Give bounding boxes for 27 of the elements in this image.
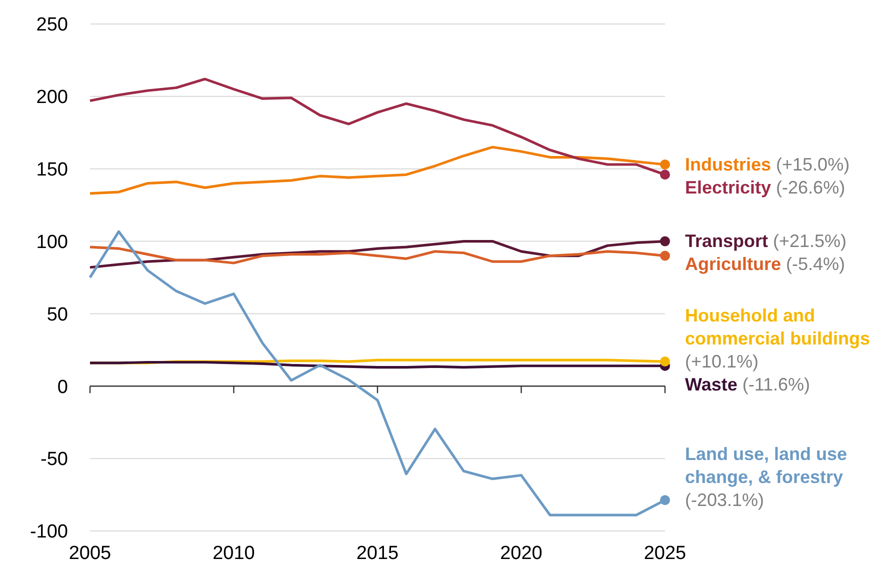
text: Land use, land use change, & forestry	[685, 444, 848, 487]
text: (-26.6%)	[771, 177, 846, 198]
x-tick-label: 2005	[68, 543, 112, 564]
y-tick-label: 50	[46, 304, 68, 326]
y-tick-label: -100	[30, 522, 68, 543]
text: (-5.4%)	[781, 254, 846, 274]
y-tick-label: -50	[40, 449, 68, 470]
text: (+15.0%)	[771, 154, 850, 174]
y-tick-label: 250	[36, 14, 68, 36]
x-tick-label: 2010	[212, 543, 255, 564]
x-tick-label: 2020	[500, 543, 542, 564]
y-tick-label: 150	[36, 160, 68, 181]
series-label: Waste	[685, 374, 738, 394]
text: (-203.1%)	[685, 490, 764, 510]
x-tick-label: 2025	[644, 543, 686, 564]
series-label: Agriculture	[685, 254, 782, 274]
series-label: Household and commercial buildings	[685, 305, 870, 348]
series-label: Electricity	[685, 177, 772, 198]
y-tick-label: 0	[57, 376, 68, 398]
series-label: Industries	[685, 154, 772, 174]
series-label: Transport	[685, 231, 768, 252]
x-tick-label: 2015	[356, 543, 399, 564]
y-tick-label: 100	[36, 232, 68, 253]
text: (-11.6%)	[737, 374, 810, 394]
text: (+21.5%)	[768, 231, 847, 252]
y-tick-label: 200	[36, 87, 68, 108]
text: (+10.1%)	[685, 351, 759, 372]
